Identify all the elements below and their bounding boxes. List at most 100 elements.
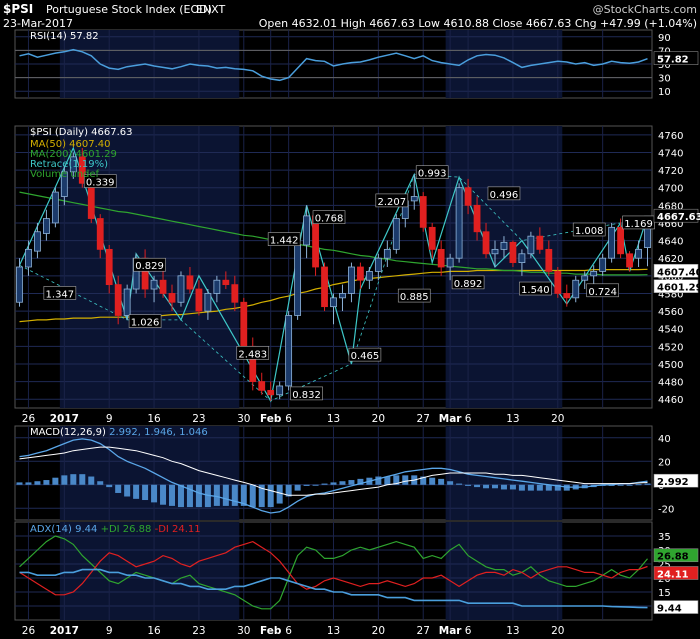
candle-body	[25, 248, 32, 268]
x-tick-label: 6	[465, 413, 472, 425]
macd-histogram-bar	[644, 483, 651, 485]
candle-body	[321, 266, 328, 308]
x-tick-label: 20	[551, 625, 564, 637]
ma200-line	[19, 191, 648, 276]
macd-histogram-bar	[249, 484, 256, 508]
price-legend-volume: Volume undef	[30, 169, 100, 180]
ma200-last-tag: 4601.29	[657, 283, 700, 294]
macd-histogram-bar	[79, 474, 86, 485]
x-tick-label: 6	[285, 625, 292, 637]
retrace-label: 1.008	[575, 226, 604, 237]
retrace-label: 0.724	[588, 287, 617, 298]
ma50-last-tag-box	[653, 263, 699, 278]
x-tick-label: Feb	[260, 625, 282, 637]
candle-body	[374, 257, 382, 272]
price-ytick-label: 4460	[658, 395, 683, 406]
x-tick-label: 9	[106, 625, 113, 637]
macd-histogram-bar	[240, 484, 247, 506]
retrace-label-box	[586, 283, 619, 298]
macd-histogram-bar	[258, 484, 265, 508]
candle-body	[240, 301, 248, 347]
x-tick-label: 20	[551, 413, 564, 425]
x-tick-label: 26	[22, 625, 36, 637]
x-tick-label: 6	[285, 413, 292, 425]
retrace-label: 0.768	[315, 214, 344, 225]
macd-histogram-bar	[420, 476, 427, 485]
candle-body	[87, 182, 95, 219]
rsi-last-tag: 57.82	[657, 55, 689, 66]
macd-histogram-bar	[545, 484, 552, 491]
x-tick-label: 23	[192, 413, 205, 425]
macd-ytick-label: 20	[658, 457, 671, 468]
macd-panel: -20020402.992	[14, 425, 699, 521]
macd-histogram-bar	[177, 484, 184, 508]
retrace-label-box	[290, 386, 323, 401]
rsi-last-tag-box	[653, 51, 699, 65]
retrace-label-box	[415, 165, 449, 180]
chart-date: 23-Mar-2017	[3, 17, 73, 30]
macd-histogram-bar	[285, 484, 292, 497]
x-axis-band	[0, 410, 700, 426]
price-last-tag: 4667.63	[657, 212, 700, 223]
x-tick-label: 26	[22, 413, 36, 425]
retrace-label-box	[487, 186, 521, 201]
macd-histogram-bar	[509, 484, 516, 490]
candle-body	[285, 315, 293, 387]
macd-histogram-bar	[483, 484, 490, 489]
retrace-label: 0.496	[490, 190, 519, 201]
macd-last-tag-box	[653, 473, 699, 488]
macd-histogram-bar	[402, 475, 409, 485]
adx-last-tag: 9.44	[657, 604, 682, 615]
candle-body	[617, 226, 624, 255]
macd-histogram-bar	[213, 484, 220, 506]
rsi-ytick-label: 10	[658, 87, 671, 98]
candle-body	[168, 293, 176, 303]
candle-body	[500, 241, 508, 250]
adx-legend: ADX(14) 9.44 +DI 26.88 -DI 24.11	[30, 524, 201, 535]
candle-body	[222, 279, 230, 286]
macd-histogram-bar	[195, 484, 202, 508]
macd-histogram-bar	[70, 474, 77, 485]
candle-body	[186, 275, 194, 290]
macd-histogram-bar	[106, 484, 113, 488]
candle-body	[213, 279, 221, 294]
macd-histogram-bar	[312, 484, 319, 486]
price-legend-ma200: MA(200) 4601.29	[30, 149, 117, 160]
macd-histogram-bar	[186, 484, 193, 508]
macd-histogram-bar	[124, 484, 131, 497]
retrace-label: 0.892	[454, 279, 483, 290]
macd-histogram-bar	[151, 484, 158, 503]
macd-histogram-bar	[88, 476, 95, 485]
price-ytick-label: 4740	[658, 148, 683, 159]
macd-histogram-bar	[321, 483, 328, 485]
macd-histogram-bar	[169, 484, 176, 506]
price-ytick-label: 4520	[658, 342, 683, 353]
adx-last-tag-box	[653, 600, 699, 614]
candle-body	[536, 235, 544, 250]
x-tick-label: 13	[327, 413, 340, 425]
retrace-label-box	[451, 275, 485, 290]
candle-body	[635, 248, 642, 259]
macd-histogram-bar	[231, 484, 238, 506]
candle-body	[563, 293, 571, 299]
candle-body	[231, 284, 239, 303]
retrace-label-box	[267, 232, 301, 246]
index-name: Portuguese Stock Index (EOD)	[46, 3, 212, 16]
rsi-ytick-label: 30	[658, 74, 671, 85]
macd-histogram-bar	[330, 482, 337, 485]
candle-body	[276, 385, 284, 396]
retrace-label-box	[375, 193, 409, 208]
macd-ytick-label: 40	[658, 434, 671, 445]
macd-legend: MACD(12,26,9) 2.992, 1.946, 1.046	[30, 427, 208, 438]
candle-body	[330, 297, 337, 308]
x-tick-label: 2017	[50, 413, 79, 425]
macd-line	[19, 438, 648, 514]
adx-ytick-label: 25	[658, 560, 671, 571]
candle-body	[599, 257, 607, 272]
candle-body	[455, 187, 463, 259]
retrace-label: 1.169	[624, 219, 653, 230]
macd-histogram-bar	[456, 483, 463, 485]
x-tick-label: 13	[506, 625, 519, 637]
candle-body	[473, 204, 481, 233]
candle-body	[267, 389, 275, 396]
